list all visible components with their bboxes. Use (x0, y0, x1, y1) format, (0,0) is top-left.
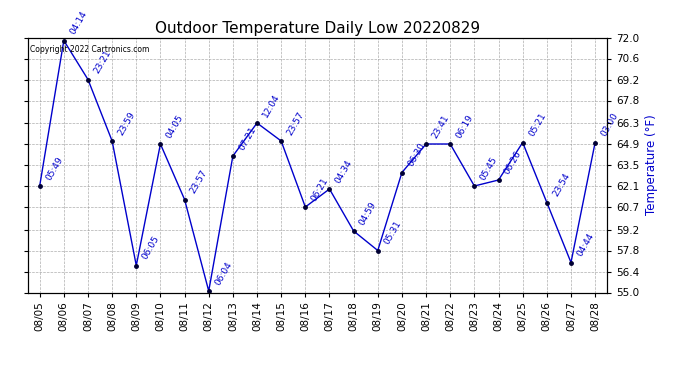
Y-axis label: Temperature (°F): Temperature (°F) (645, 115, 658, 215)
Text: 06:30: 06:30 (406, 141, 427, 168)
Text: 04:59: 04:59 (358, 200, 378, 227)
Text: 06:19: 06:19 (455, 113, 475, 140)
Text: 04:34: 04:34 (334, 158, 354, 185)
Text: 04:44: 04:44 (575, 232, 595, 258)
Title: Outdoor Temperature Daily Low 20220829: Outdoor Temperature Daily Low 20220829 (155, 21, 480, 36)
Text: 06:04: 06:04 (213, 260, 233, 287)
Text: 04:14: 04:14 (68, 10, 88, 36)
Text: 06:21: 06:21 (310, 176, 330, 203)
Text: 12:04: 12:04 (262, 92, 282, 119)
Text: 07:21: 07:21 (237, 125, 257, 152)
Text: 23:41: 23:41 (431, 113, 451, 140)
Text: 05:49: 05:49 (44, 155, 64, 182)
Text: 05:45: 05:45 (479, 155, 499, 182)
Text: 06:26: 06:26 (503, 149, 523, 176)
Text: 03:00: 03:00 (600, 111, 620, 138)
Text: 04:05: 04:05 (165, 113, 185, 140)
Text: 06:05: 06:05 (141, 234, 161, 261)
Text: Copyright 2022 Cartronics.com: Copyright 2022 Cartronics.com (30, 45, 150, 54)
Text: 23:57: 23:57 (286, 110, 306, 137)
Text: 23:57: 23:57 (189, 168, 209, 195)
Text: 23:59: 23:59 (117, 110, 137, 137)
Text: 23:54: 23:54 (551, 172, 571, 198)
Text: 23:21: 23:21 (92, 49, 112, 75)
Text: 05:31: 05:31 (382, 219, 403, 246)
Text: 05:21: 05:21 (527, 111, 547, 138)
